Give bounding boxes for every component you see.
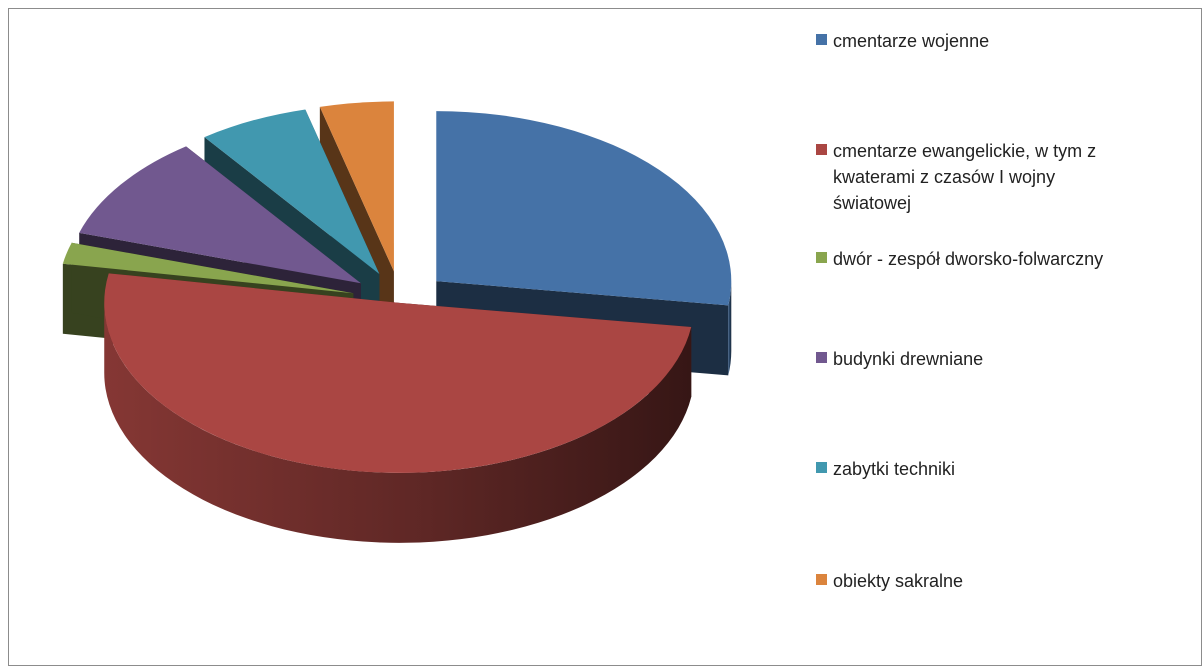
pie-slice-top-5 xyxy=(319,101,394,272)
legend-label: cmentarze wojenne xyxy=(833,31,990,51)
pie-slice-wall-1 xyxy=(104,302,692,543)
pie-slice-top-2 xyxy=(62,242,354,294)
legend-label: dwór - zespół dworsko-folwarczny xyxy=(833,249,1104,269)
legend-swatch xyxy=(816,34,827,45)
legend-swatch xyxy=(816,462,827,473)
legend-swatch xyxy=(816,574,827,585)
pie-slice-1 xyxy=(104,273,692,543)
legend-label: obiekty sakralne xyxy=(833,571,964,591)
legend-item: zabytki techniki xyxy=(816,456,1193,482)
pie-slice-top-3 xyxy=(79,146,361,284)
legend-item: cmentarze wojenne xyxy=(816,28,1193,54)
legend-item: obiekty sakralne xyxy=(816,568,1193,594)
pie-slice-wall-0 xyxy=(728,281,732,376)
pie-slice-top-0 xyxy=(436,111,732,306)
legend-item: cmentarze ewangelickie, w tym z kwateram… xyxy=(816,138,1113,216)
pie-slice-top-4 xyxy=(204,109,380,274)
pie-slice-top-1 xyxy=(104,273,692,473)
legend-item: dwór - zespół dworsko-folwarczny xyxy=(816,246,1193,272)
legend-swatch xyxy=(816,352,827,363)
legend-swatch xyxy=(816,144,827,155)
legend-label: cmentarze ewangelickie, w tym z kwateram… xyxy=(833,141,1097,213)
legend-swatch xyxy=(816,252,827,263)
legend-item: budynki drewniane xyxy=(816,346,1193,372)
legend-label: budynki drewniane xyxy=(833,349,984,369)
legend-label: zabytki techniki xyxy=(833,459,956,479)
